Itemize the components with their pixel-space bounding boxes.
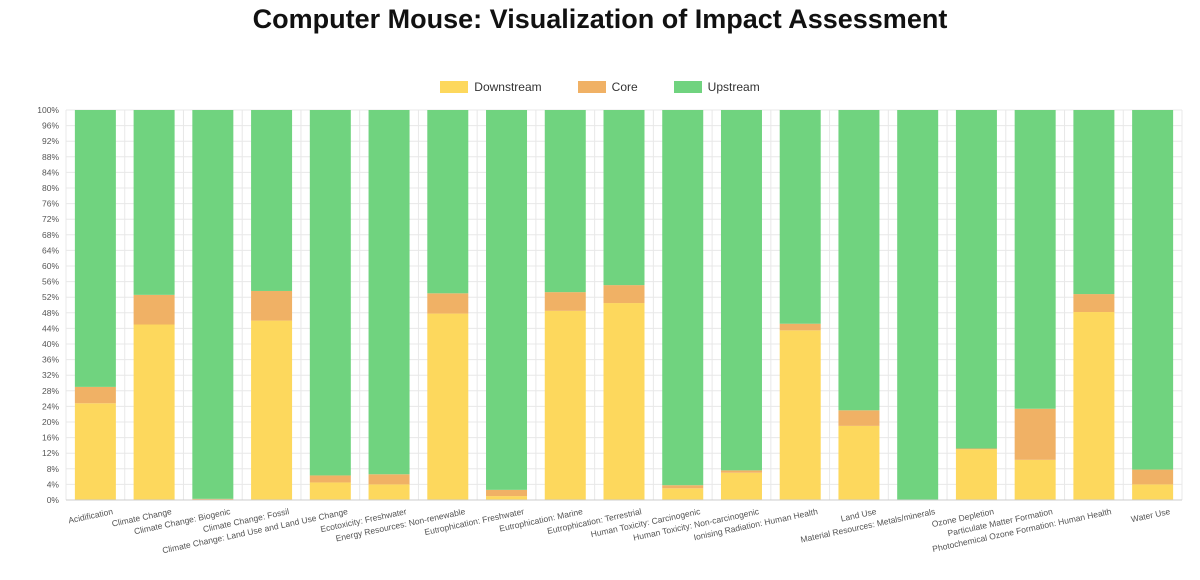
y-tick-label: 16% <box>42 433 59 443</box>
bar-core <box>838 410 880 426</box>
y-tick-label: 64% <box>42 245 59 255</box>
x-category-label: Acidification <box>67 506 114 525</box>
y-tick-label: 44% <box>42 323 59 333</box>
y-tick-label: 96% <box>42 121 59 131</box>
bar-core <box>1132 469 1174 485</box>
bar-upstream <box>251 110 293 291</box>
bar-upstream <box>544 110 586 293</box>
y-tick-label: 0% <box>47 495 60 505</box>
bar-upstream <box>368 110 410 475</box>
y-tick-label: 36% <box>42 355 59 365</box>
bar-downstream <box>955 449 997 500</box>
y-tick-label: 12% <box>42 448 59 458</box>
legend-label-core: Core <box>611 80 638 94</box>
bar-upstream <box>1014 110 1056 409</box>
bar-core <box>74 386 116 404</box>
bar-upstream <box>720 110 762 471</box>
bar-core <box>133 294 175 325</box>
y-tick-label: 88% <box>42 152 59 162</box>
bar-downstream <box>544 310 586 500</box>
bar-downstream <box>838 425 880 500</box>
bar-core <box>955 448 997 450</box>
legend-item-downstream[interactable]: Downstream <box>440 80 542 94</box>
legend-swatch-downstream <box>440 81 469 93</box>
y-tick-label: 28% <box>42 386 59 396</box>
chart-title: Computer Mouse: Visualization of Impact … <box>252 4 948 34</box>
bar-upstream <box>897 110 939 500</box>
bar-downstream <box>427 313 469 500</box>
y-tick-label: 40% <box>42 339 59 349</box>
y-tick-label: 84% <box>42 167 59 177</box>
bar-core <box>720 470 762 473</box>
bar-downstream <box>1073 312 1115 500</box>
bar-core <box>251 290 293 321</box>
bar-upstream <box>779 110 821 324</box>
y-tick-label: 80% <box>42 183 59 193</box>
bar-core <box>662 485 704 489</box>
y-tick-label: 92% <box>42 136 59 146</box>
y-tick-label: 4% <box>47 479 60 489</box>
bar-upstream <box>603 110 645 286</box>
legend-swatch-core <box>577 81 606 93</box>
bar-downstream <box>779 330 821 500</box>
y-tick-label: 72% <box>42 214 59 224</box>
y-tick-label: 32% <box>42 370 59 380</box>
bar-upstream <box>662 110 704 486</box>
bar-upstream <box>427 110 469 294</box>
bar-core <box>1073 294 1115 313</box>
y-tick-label: 76% <box>42 199 59 209</box>
bar-core <box>544 292 586 311</box>
bar-core <box>309 475 351 483</box>
bar-upstream <box>1132 110 1174 470</box>
bar-downstream <box>1014 459 1056 500</box>
bar-downstream <box>74 403 116 500</box>
y-tick-label: 52% <box>42 292 59 302</box>
bar-core <box>192 498 234 500</box>
bar-upstream <box>838 110 880 411</box>
bar-core <box>368 474 410 485</box>
y-tick-label: 8% <box>47 464 60 474</box>
y-tick-label: 24% <box>42 401 59 411</box>
bar-downstream <box>603 303 645 500</box>
bar-core <box>1014 408 1056 460</box>
bar-upstream <box>486 110 528 490</box>
legend-swatch-upstream <box>673 81 702 93</box>
bar-core <box>427 293 469 314</box>
y-tick-label: 56% <box>42 277 59 287</box>
bar-upstream <box>955 110 997 449</box>
y-tick-label: 48% <box>42 308 59 318</box>
legend-item-upstream[interactable]: Upstream <box>673 80 760 94</box>
bar-upstream <box>133 110 175 295</box>
bar-core <box>603 285 645 304</box>
legend: Downstream Core Upstream <box>0 80 1200 94</box>
bar-core <box>486 489 528 497</box>
y-tick-label: 20% <box>42 417 59 427</box>
legend-item-core[interactable]: Core <box>577 80 638 94</box>
bar-upstream <box>74 110 116 387</box>
bar-downstream <box>486 496 528 500</box>
x-category-label: Water Use <box>1130 506 1171 524</box>
y-tick-label: 68% <box>42 230 59 240</box>
bar-downstream <box>309 482 351 500</box>
y-tick-label: 60% <box>42 261 59 271</box>
bar-downstream <box>1132 484 1174 500</box>
bar-downstream <box>251 320 293 500</box>
bar-upstream <box>192 110 234 499</box>
bar-downstream <box>133 324 175 500</box>
bar-upstream <box>309 110 351 476</box>
legend-label-downstream: Downstream <box>474 80 542 94</box>
bar-downstream <box>720 472 762 500</box>
legend-label-upstream: Upstream <box>707 80 760 94</box>
bar-upstream <box>1073 110 1115 295</box>
bar-downstream <box>662 488 704 500</box>
bar-downstream <box>368 484 410 500</box>
bar-core <box>779 323 821 331</box>
y-tick-label: 100% <box>37 105 59 115</box>
